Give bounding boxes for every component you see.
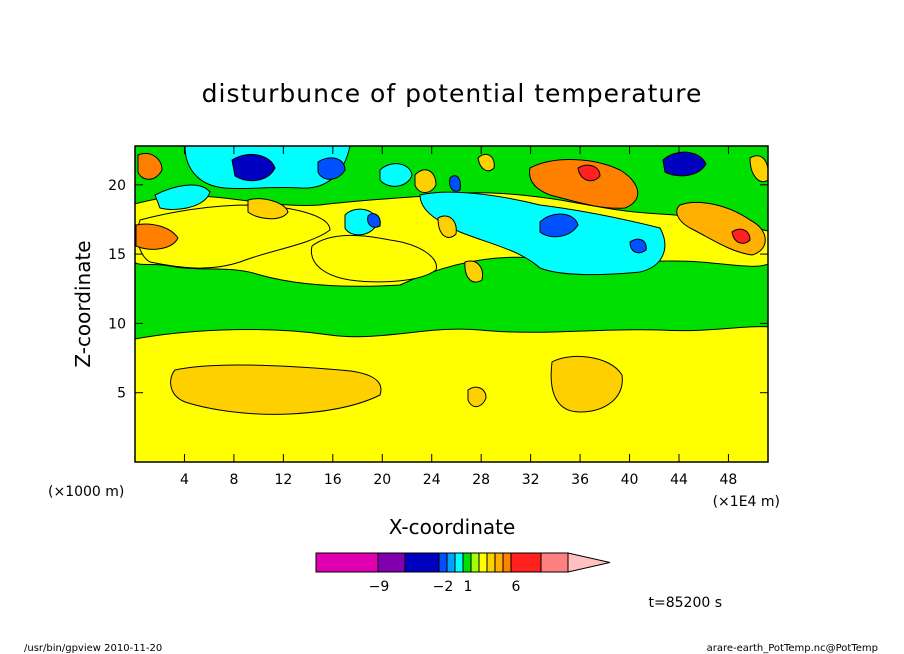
x-axis-label: X-coordinate (389, 515, 516, 539)
field-blue-1 (231, 153, 276, 182)
colorbar-cell (486, 552, 496, 573)
colorbar-cell (510, 552, 542, 573)
footer-right: arare-earth_PotTemp.nc@PotTemp (707, 643, 878, 654)
x-tick-label: 48 (720, 472, 738, 488)
field-orange-3 (467, 386, 487, 407)
y-tick-label: 10 (108, 316, 126, 332)
colorbar-tick-label: 6 (512, 579, 521, 595)
colorbar-cell (446, 552, 456, 573)
field-cyan-mid (379, 163, 413, 187)
colorbar-cell (315, 552, 379, 573)
y-axis-label: Z-coordinate (71, 240, 95, 367)
colorbar-cell (502, 552, 512, 573)
field-blue-4 (662, 151, 707, 177)
field-yellow-mid (310, 234, 437, 283)
field-red-1 (577, 164, 601, 182)
colorbar-cell (404, 552, 440, 573)
field-orange-8 (137, 153, 163, 180)
colorbar-tick-label: −9 (369, 579, 390, 595)
field-orange-13 (749, 155, 768, 183)
x-tick-label: 4 (180, 472, 189, 488)
x-unit-right: (×1E4 m) (713, 494, 780, 510)
x-tick-label: 36 (571, 472, 589, 488)
colorbar-cell (478, 552, 488, 573)
colorbar-cell (494, 552, 504, 573)
field-orange-10 (477, 153, 495, 172)
footer-left: /usr/bin/gpview 2010-11-20 (24, 643, 162, 654)
x-tick-label: 28 (472, 472, 490, 488)
chart-title: disturbunce of potential temperature (202, 79, 703, 108)
x-tick-label: 16 (324, 472, 342, 488)
x-tick-label: 20 (373, 472, 391, 488)
time-label: t=85200 s (649, 595, 723, 611)
field-orange-1 (170, 364, 382, 415)
field-orange-2 (550, 355, 623, 413)
field-yellow-upper (137, 204, 331, 269)
field-orange-11 (437, 215, 457, 238)
field-red-2 (731, 228, 751, 244)
field-green-band (135, 256, 768, 340)
colorbar-cell (438, 552, 448, 573)
field-blue-6 (449, 175, 461, 192)
colorbar-tick-label: 1 (464, 579, 473, 595)
field-cyan-left (154, 184, 211, 210)
x-tick-label: 12 (274, 472, 292, 488)
plot-frame (134, 145, 769, 463)
field-orange-4 (135, 223, 179, 250)
field-blue-2 (317, 157, 346, 180)
colorbar-cell (462, 552, 472, 573)
x-tick-label: 8 (229, 472, 238, 488)
field-orange-12 (464, 260, 484, 283)
y-tick-label: 15 (108, 247, 126, 263)
colorbar-cell (470, 552, 480, 573)
colorbar-tick-label: −2 (433, 579, 454, 595)
x-tick-label: 24 (423, 472, 441, 488)
colorbar-cell (377, 552, 406, 573)
colorbar-tick-labels: −9 −2 1 6 (369, 579, 521, 595)
x-tick-label: 32 (522, 472, 540, 488)
x-axis-ticks: 4 8 12 16 20 24 28 32 36 40 44 48 (180, 146, 737, 488)
field-blue-7 (367, 213, 381, 228)
colorbar (315, 552, 611, 573)
x-tick-label: 40 (621, 472, 639, 488)
x-unit-left: (×1000 m) (48, 484, 124, 500)
field-orange-6 (529, 159, 638, 209)
y-axis-ticks: 5 10 15 20 (108, 178, 768, 402)
field-orange-9 (414, 169, 437, 193)
field-blue-5 (629, 238, 647, 254)
colorbar-cell (454, 552, 464, 573)
y-tick-label: 5 (117, 386, 126, 402)
colorbar-arrow (567, 552, 611, 573)
colorbar-cell (540, 552, 569, 573)
contour-plot (135, 146, 768, 462)
x-tick-label: 44 (670, 472, 688, 488)
field-blue-3 (539, 213, 579, 238)
field-orange-5 (247, 198, 289, 220)
y-tick-label: 20 (108, 178, 126, 194)
